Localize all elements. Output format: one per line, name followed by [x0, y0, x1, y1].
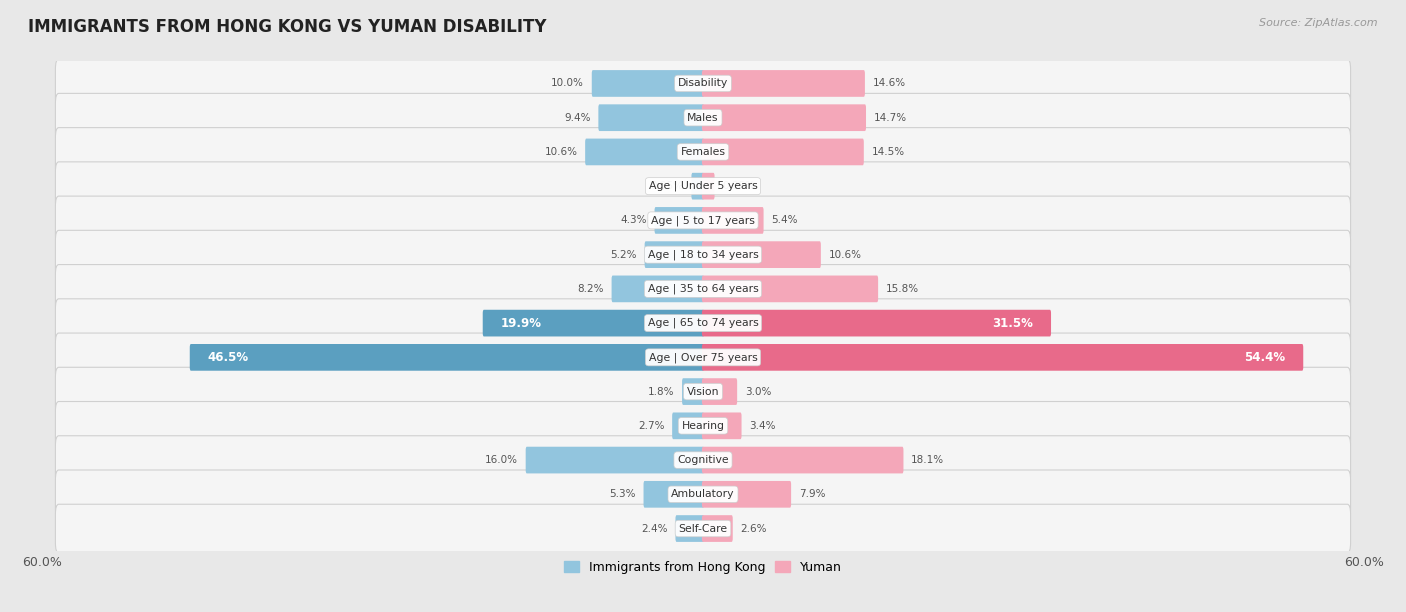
Text: 10.0%: 10.0% [551, 78, 583, 89]
Text: Females: Females [681, 147, 725, 157]
Text: Ambulatory: Ambulatory [671, 490, 735, 499]
Text: 8.2%: 8.2% [578, 284, 605, 294]
FancyBboxPatch shape [55, 367, 1351, 416]
Text: 0.95%: 0.95% [723, 181, 755, 191]
Text: Age | 35 to 64 years: Age | 35 to 64 years [648, 283, 758, 294]
FancyBboxPatch shape [702, 412, 741, 439]
Text: 5.4%: 5.4% [772, 215, 797, 225]
Text: 14.7%: 14.7% [873, 113, 907, 122]
FancyBboxPatch shape [692, 173, 704, 200]
Text: 19.9%: 19.9% [501, 316, 541, 330]
Text: 14.5%: 14.5% [872, 147, 904, 157]
Text: 14.6%: 14.6% [873, 78, 905, 89]
FancyBboxPatch shape [672, 412, 704, 439]
FancyBboxPatch shape [599, 104, 704, 131]
Text: Disability: Disability [678, 78, 728, 89]
Text: Age | Over 75 years: Age | Over 75 years [648, 352, 758, 362]
Text: 15.8%: 15.8% [886, 284, 920, 294]
Text: 16.0%: 16.0% [485, 455, 517, 465]
FancyBboxPatch shape [55, 333, 1351, 382]
FancyBboxPatch shape [55, 59, 1351, 108]
FancyBboxPatch shape [585, 138, 704, 165]
FancyBboxPatch shape [644, 241, 704, 268]
FancyBboxPatch shape [55, 94, 1351, 142]
Text: 2.7%: 2.7% [638, 421, 665, 431]
FancyBboxPatch shape [190, 344, 704, 371]
Text: 18.1%: 18.1% [911, 455, 945, 465]
FancyBboxPatch shape [482, 310, 704, 337]
FancyBboxPatch shape [55, 299, 1351, 348]
FancyBboxPatch shape [702, 515, 733, 542]
FancyBboxPatch shape [702, 138, 863, 165]
Text: 31.5%: 31.5% [993, 316, 1033, 330]
Text: Vision: Vision [686, 387, 720, 397]
FancyBboxPatch shape [682, 378, 704, 405]
FancyBboxPatch shape [644, 481, 704, 508]
Text: 10.6%: 10.6% [828, 250, 862, 259]
Text: Age | 65 to 74 years: Age | 65 to 74 years [648, 318, 758, 329]
FancyBboxPatch shape [55, 128, 1351, 176]
Text: Self-Care: Self-Care [679, 523, 727, 534]
FancyBboxPatch shape [55, 230, 1351, 279]
FancyBboxPatch shape [55, 504, 1351, 553]
Text: IMMIGRANTS FROM HONG KONG VS YUMAN DISABILITY: IMMIGRANTS FROM HONG KONG VS YUMAN DISAB… [28, 18, 547, 36]
Text: Males: Males [688, 113, 718, 122]
FancyBboxPatch shape [526, 447, 704, 474]
FancyBboxPatch shape [592, 70, 704, 97]
FancyBboxPatch shape [675, 515, 704, 542]
Text: 7.9%: 7.9% [799, 490, 825, 499]
Text: 5.2%: 5.2% [610, 250, 637, 259]
FancyBboxPatch shape [702, 344, 1303, 371]
FancyBboxPatch shape [612, 275, 704, 302]
Text: 54.4%: 54.4% [1244, 351, 1285, 364]
Text: 1.8%: 1.8% [648, 387, 675, 397]
Text: Age | Under 5 years: Age | Under 5 years [648, 181, 758, 192]
Text: 0.95%: 0.95% [651, 181, 683, 191]
Text: 4.3%: 4.3% [620, 215, 647, 225]
FancyBboxPatch shape [55, 196, 1351, 245]
Text: 3.0%: 3.0% [745, 387, 772, 397]
FancyBboxPatch shape [55, 401, 1351, 450]
FancyBboxPatch shape [702, 70, 865, 97]
Text: Age | 18 to 34 years: Age | 18 to 34 years [648, 250, 758, 260]
FancyBboxPatch shape [702, 104, 866, 131]
Text: 2.6%: 2.6% [741, 523, 766, 534]
FancyBboxPatch shape [702, 310, 1052, 337]
FancyBboxPatch shape [702, 378, 737, 405]
Text: Age | 5 to 17 years: Age | 5 to 17 years [651, 215, 755, 226]
FancyBboxPatch shape [55, 162, 1351, 211]
FancyBboxPatch shape [702, 275, 879, 302]
FancyBboxPatch shape [55, 470, 1351, 518]
FancyBboxPatch shape [655, 207, 704, 234]
Text: 3.4%: 3.4% [749, 421, 776, 431]
FancyBboxPatch shape [702, 207, 763, 234]
Text: 5.3%: 5.3% [609, 490, 636, 499]
Text: 9.4%: 9.4% [564, 113, 591, 122]
FancyBboxPatch shape [55, 436, 1351, 484]
Text: Source: ZipAtlas.com: Source: ZipAtlas.com [1260, 18, 1378, 28]
Text: Cognitive: Cognitive [678, 455, 728, 465]
Text: Hearing: Hearing [682, 421, 724, 431]
FancyBboxPatch shape [702, 481, 792, 508]
Text: 46.5%: 46.5% [207, 351, 249, 364]
FancyBboxPatch shape [55, 264, 1351, 313]
Text: 10.6%: 10.6% [544, 147, 578, 157]
FancyBboxPatch shape [702, 447, 904, 474]
Text: 2.4%: 2.4% [641, 523, 668, 534]
FancyBboxPatch shape [702, 241, 821, 268]
FancyBboxPatch shape [702, 173, 714, 200]
Legend: Immigrants from Hong Kong, Yuman: Immigrants from Hong Kong, Yuman [558, 556, 848, 579]
